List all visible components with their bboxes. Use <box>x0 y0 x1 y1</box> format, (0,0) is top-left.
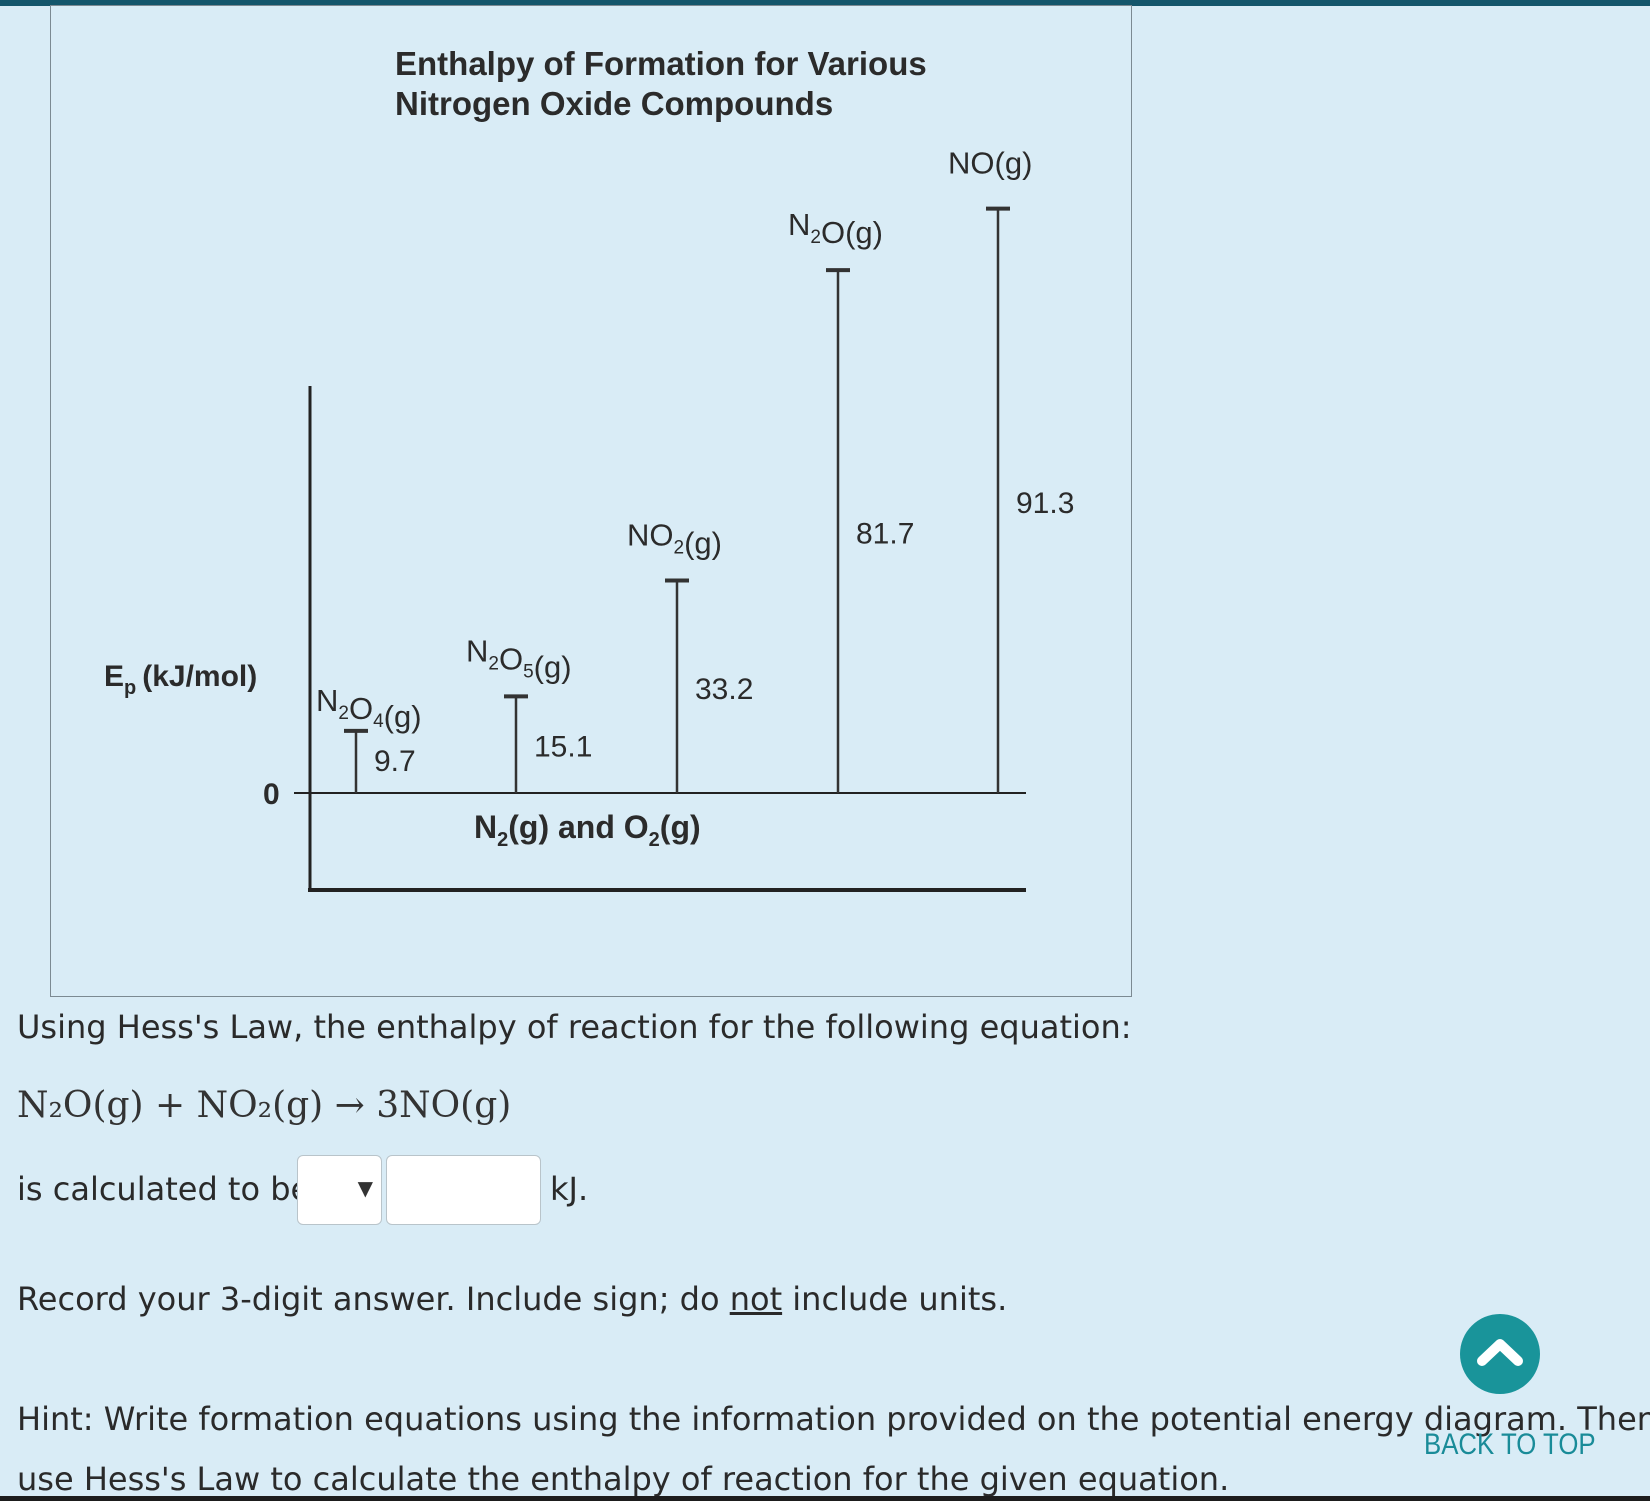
reaction-equation: N₂O(g) + NO₂(g) → 3NO(g) <box>17 1085 512 1126</box>
baseline-label: N2(g) and O2(g) <box>474 809 701 851</box>
top-bar <box>0 0 1650 6</box>
diagram-title-line1: Enthalpy of Formation for Various <box>395 45 927 82</box>
value-label: 33.2 <box>695 673 753 706</box>
bottom-bar <box>0 1496 1650 1501</box>
back-to-top-button[interactable] <box>1460 1314 1540 1394</box>
back-to-top-label[interactable]: BACK TO TOP <box>1424 1428 1596 1461</box>
enthalpy-diagram: Enthalpy of Formation for Various Nitrog… <box>104 45 1074 892</box>
unit-label: kJ. <box>550 1170 589 1208</box>
diagram-figure: Enthalpy of Formation for Various Nitrog… <box>50 5 1132 997</box>
y-axis-label: Ep (kJ/mol) <box>104 660 257 699</box>
diagram-title-line2: Nitrogen Oxide Compounds <box>395 85 833 122</box>
compound-label: NO2(g) <box>627 518 722 561</box>
compound-label: N2O5(g) <box>466 633 572 684</box>
calc-prefix: is calculated to be <box>17 1170 311 1208</box>
dropdown-arrow-icon: ▼ <box>357 1176 373 1200</box>
compound-label: N2O(g) <box>788 207 883 250</box>
value-label: 15.1 <box>534 731 592 764</box>
value-label: 81.7 <box>856 518 914 551</box>
sign-select[interactable]: ▼ <box>297 1155 382 1225</box>
answer-input[interactable] <box>386 1155 541 1225</box>
hint-line-2: use Hess's Law to calculate the enthalpy… <box>17 1460 1230 1498</box>
question-intro: Using Hess's Law, the enthalpy of reacti… <box>17 1008 1132 1046</box>
compound-label: NO(g) <box>948 146 1032 181</box>
value-label: 91.3 <box>1016 487 1074 520</box>
record-suffix: include units. <box>782 1280 1008 1318</box>
zero-label: 0 <box>263 778 280 811</box>
record-emphasis: not <box>729 1280 783 1318</box>
compound-label: N2O4(g) <box>316 683 422 734</box>
record-prefix: Record your 3-digit answer. Include sign… <box>17 1280 730 1318</box>
record-instruction: Record your 3-digit answer. Include sign… <box>17 1280 1007 1318</box>
hint-line-1: Hint: Write formation equations using th… <box>17 1400 1650 1438</box>
value-label: 9.7 <box>374 745 416 778</box>
compound-bars: N2O4(g) 9.7 N2O5(g) 15.1 NO2(g) 33.2 N2O(g) 81.… <box>316 146 1074 793</box>
chevron-up-icon <box>1477 1339 1523 1366</box>
